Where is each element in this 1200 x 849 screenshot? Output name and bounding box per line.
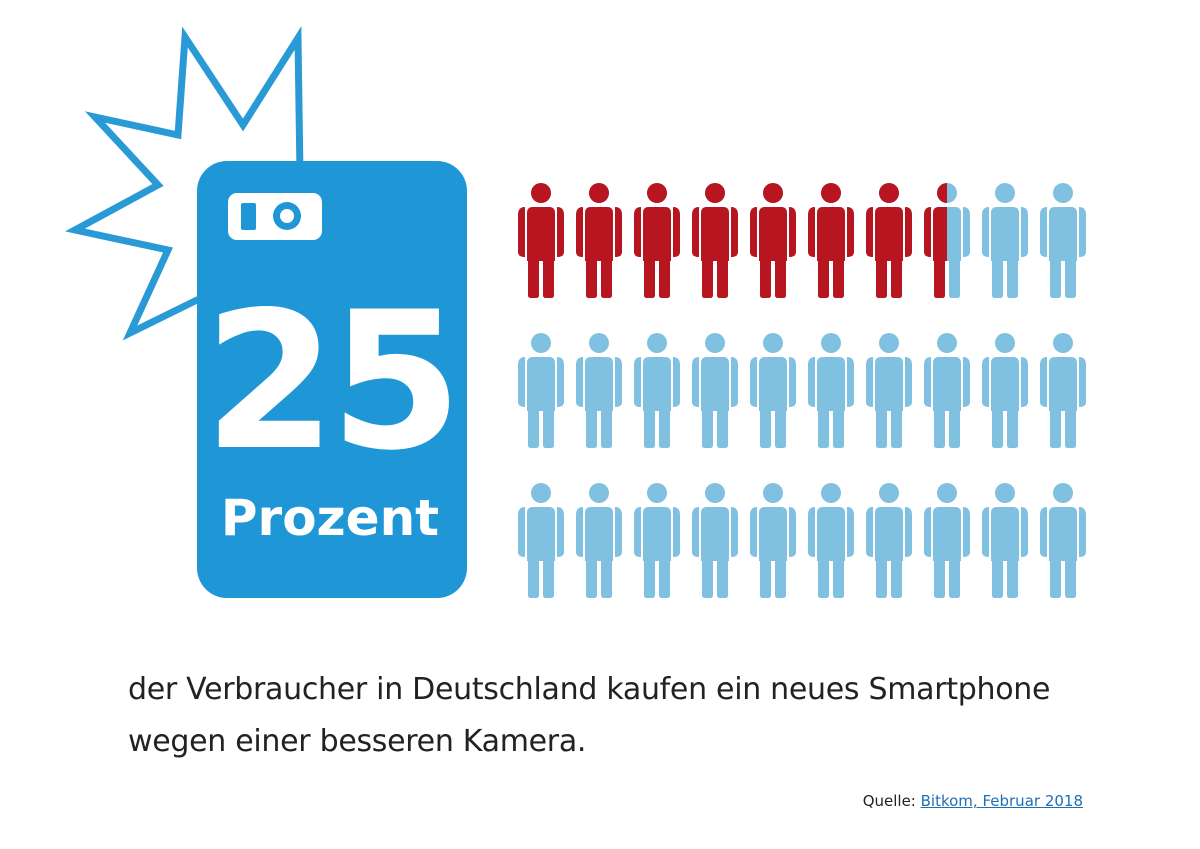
phone <box>197 161 467 598</box>
source-link[interactable]: Bitkom, Februar 2018 <box>920 792 1083 810</box>
caption: der Verbraucher in Deutschland kaufen ei… <box>128 672 1051 759</box>
source: Quelle: Bitkom, Februar 2018 <box>863 792 1083 810</box>
source-label: Quelle: <box>862 792 916 810</box>
unit-label: Prozent <box>221 489 439 547</box>
camera-lens-inner <box>280 209 294 223</box>
camera-flash <box>241 203 256 230</box>
people-share <box>518 183 947 301</box>
big-number: 25 <box>204 271 456 492</box>
